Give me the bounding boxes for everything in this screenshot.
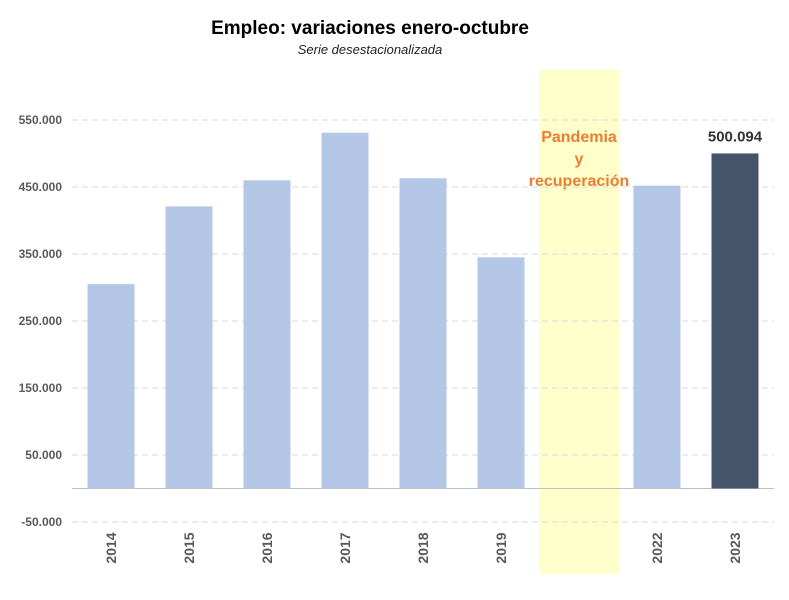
x-tick-label: 2022 bbox=[649, 532, 665, 563]
y-tick-label: -50.000 bbox=[21, 515, 62, 529]
bar-2022 bbox=[633, 185, 681, 489]
y-tick-label: 550.000 bbox=[19, 113, 63, 127]
bar-2014 bbox=[87, 284, 135, 489]
bar-2016 bbox=[243, 180, 291, 489]
annotation-band-label: y bbox=[575, 151, 584, 168]
data-label-2023: 500.094 bbox=[708, 128, 763, 145]
bar-2023 bbox=[711, 153, 759, 489]
y-tick-label: 150.000 bbox=[19, 381, 63, 395]
annotation-band-label: Pandemia bbox=[541, 129, 617, 146]
bar-2018 bbox=[399, 178, 447, 489]
x-tick-label: 2016 bbox=[259, 532, 275, 563]
x-tick-label: 2015 bbox=[181, 532, 197, 563]
x-tick-label: 2019 bbox=[493, 532, 509, 563]
annotation-band-label: recuperación bbox=[529, 173, 629, 190]
x-tick-label: 2018 bbox=[415, 532, 431, 563]
chart-subtitle: Serie desestacionalizada bbox=[297, 42, 443, 57]
y-tick-label: 350.000 bbox=[19, 247, 63, 261]
chart-title: Empleo: variaciones enero-octubre bbox=[211, 18, 529, 39]
bar-2019 bbox=[477, 257, 525, 489]
y-tick-label: 450.000 bbox=[19, 180, 63, 194]
x-tick-label: 2023 bbox=[727, 532, 743, 563]
annotation-band bbox=[539, 70, 619, 574]
bar-2017 bbox=[321, 132, 369, 489]
y-tick-label: 250.000 bbox=[19, 314, 63, 328]
x-tick-label: 2014 bbox=[103, 532, 119, 563]
x-tick-label: 2017 bbox=[337, 532, 353, 563]
y-tick-label: 50.000 bbox=[25, 448, 62, 462]
bar-2015 bbox=[165, 206, 213, 489]
